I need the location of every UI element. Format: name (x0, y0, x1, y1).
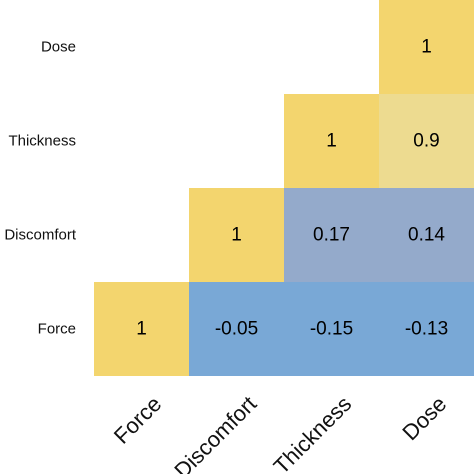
y-tick-label-dose: Dose (41, 39, 76, 56)
heatmap-cell-thickness-thickness (284, 94, 379, 188)
heatmap-cells (94, 0, 474, 376)
heatmap-cell-force-force (94, 282, 189, 376)
heatmap-cell-force-thickness (284, 282, 379, 376)
cell-value-discomfort-discomfort: 1 (231, 225, 242, 246)
x-tick-label-dose: Dose (397, 391, 451, 445)
x-axis-tick-labels: Force Discomfort Thickness Dose (109, 391, 451, 474)
x-tick-label-discomfort: Discomfort (169, 391, 261, 474)
cell-value-force-force: 1 (136, 319, 147, 340)
cell-value-force-thickness: -0.15 (310, 319, 353, 340)
y-axis-tick-labels: Force Discomfort Thickness Dose (4, 39, 77, 338)
cell-value-thickness-dose: 0.9 (413, 131, 439, 152)
heatmap-cell-thickness-dose (379, 94, 474, 188)
heatmap-cell-force-dose (379, 282, 474, 376)
heatmap-cell-discomfort-thickness (284, 188, 379, 282)
x-tick-label-force: Force (109, 391, 166, 448)
cell-value-force-dose: -0.13 (405, 319, 448, 340)
x-tick-label-thickness: Thickness (269, 391, 357, 474)
cell-value-force-discomfort: -0.05 (215, 319, 258, 340)
y-tick-label-thickness: Thickness (8, 133, 76, 150)
heatmap-cell-discomfort-dose (379, 188, 474, 282)
cell-value-dose-dose: 1 (421, 37, 432, 58)
heatmap-cell-discomfort-discomfort (189, 188, 284, 282)
y-tick-label-force: Force (38, 321, 76, 338)
heatmap-cell-values: 1 1 0.9 1 0.17 0.14 1 -0.05 -0.15 -0.13 (136, 37, 448, 340)
cell-value-discomfort-dose: 0.14 (408, 225, 445, 246)
heatmap-cell-force-discomfort (189, 282, 284, 376)
cell-value-thickness-thickness: 1 (326, 131, 337, 152)
heatmap-cell-dose-dose (379, 0, 474, 94)
y-tick-label-discomfort: Discomfort (4, 227, 77, 244)
cell-value-discomfort-thickness: 0.17 (313, 225, 350, 246)
